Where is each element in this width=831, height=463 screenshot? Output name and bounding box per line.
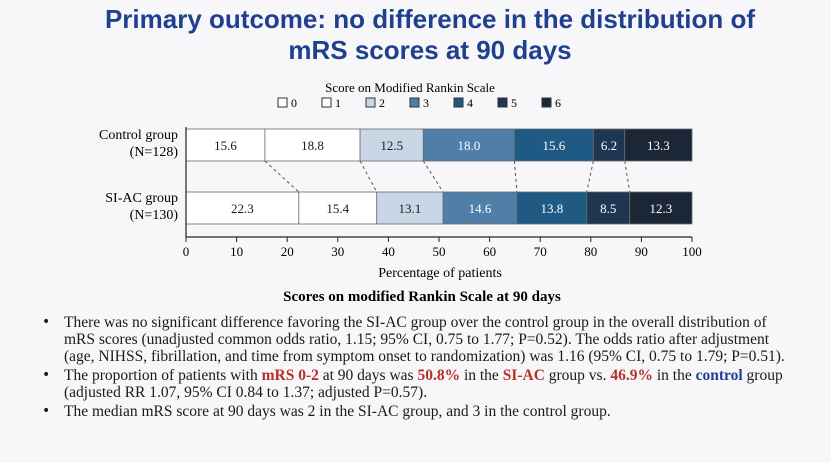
x-tick-label-10: 10 bbox=[230, 244, 243, 259]
legend-swatch-2 bbox=[365, 97, 376, 108]
x-tick-label-0: 0 bbox=[183, 244, 190, 259]
bar-label-row0-score-6: 13.3 bbox=[647, 138, 670, 153]
bar-label-row1-score-0: 22.3 bbox=[231, 201, 254, 216]
bullet-2-text-5: in the bbox=[460, 367, 503, 384]
bar-row1-score-2 bbox=[376, 191, 444, 225]
connector-0 bbox=[264, 160, 300, 193]
bullet-2-text-10: control bbox=[695, 367, 743, 384]
bar-row0-score-0 bbox=[185, 128, 266, 162]
x-tick-label-80: 80 bbox=[584, 244, 597, 259]
bullet-2-text-2: mRS 0-2 bbox=[261, 367, 319, 384]
legend-swatch-3 bbox=[409, 97, 420, 108]
legend-label-3: 3 bbox=[423, 96, 429, 110]
x-tick-label-60: 60 bbox=[483, 244, 496, 259]
x-tick-label-50: 50 bbox=[433, 244, 446, 259]
slide-title-line-2: mRS scores at 90 days bbox=[288, 35, 572, 65]
x-tick-label-40: 40 bbox=[382, 244, 395, 259]
chart-legend: Score on Modified Rankin Scale 0 1 2 3 4 5 6 bbox=[277, 80, 561, 110]
legend-label-4: 4 bbox=[467, 96, 473, 110]
bullet-2-text-3: at 90 days was bbox=[318, 367, 418, 384]
chart-title: Scores on modified Rankin Scale at 90 da… bbox=[283, 289, 561, 305]
bullet-3-text-1: The median mRS score at 90 days was 2 in… bbox=[64, 403, 611, 420]
bar-row0-score-3 bbox=[422, 128, 515, 162]
bullet-1: There was no significant difference favo… bbox=[40, 314, 800, 365]
bar-row0-score-4 bbox=[513, 128, 594, 162]
x-tick-label-20: 20 bbox=[281, 244, 294, 259]
category-label-0: Control group bbox=[99, 128, 178, 143]
chart-bars: 15.6 18.8 12.5 18.0 15.6 6.2 13.3 22.3 15.4 13.1 1… bbox=[185, 128, 693, 225]
bar-label-row1-score-6: 12.3 bbox=[650, 201, 673, 216]
bullet-2-text-1: The proportion of patients with bbox=[64, 367, 262, 384]
connector-3 bbox=[513, 160, 518, 193]
x-axis: 0 10 20 30 40 50 60 70 80 90 100 Percentage of pati… bbox=[183, 127, 702, 305]
bullet-2-text-11: group (adjusted RR 1.07, 95% CI 0.84 to … bbox=[64, 367, 783, 401]
bar-label-row1-score-2: 13.1 bbox=[399, 201, 422, 216]
bar-label-row0-score-4: 15.6 bbox=[542, 138, 565, 153]
connector-2 bbox=[422, 160, 444, 193]
bar-row1-score-6 bbox=[629, 191, 693, 225]
legend-label-1: 1 bbox=[335, 96, 341, 110]
slide-title: Primary outcome: no difference in the di… bbox=[60, 4, 800, 66]
legend-swatch-4 bbox=[453, 97, 464, 108]
legend-swatch-1 bbox=[321, 97, 332, 108]
bar-row0-score-5 bbox=[592, 128, 626, 162]
bar-row1-score-0 bbox=[185, 191, 300, 225]
bar-label-row1-score-5: 8.5 bbox=[600, 201, 616, 216]
connector-5 bbox=[624, 160, 631, 193]
bar-row1-score-3 bbox=[442, 191, 518, 225]
bar-row1-score-5 bbox=[586, 191, 631, 225]
legend-label-2: 2 bbox=[379, 96, 385, 110]
bullet-2-text-4: 50.8% bbox=[417, 367, 461, 384]
bar-row0-score-6 bbox=[624, 128, 693, 162]
x-axis-title: Percentage of patients bbox=[378, 266, 502, 281]
bar-label-row0-score-2: 12.5 bbox=[380, 138, 403, 153]
bullet-2-text-6: SI-AC bbox=[502, 367, 545, 384]
x-tick-label-100: 100 bbox=[682, 244, 702, 259]
bar-label-row1-score-3: 14.6 bbox=[469, 201, 492, 216]
category-label-1: SI-AC group bbox=[105, 191, 178, 206]
bar-label-row1-score-1: 15.4 bbox=[326, 201, 349, 216]
x-tick-label-70: 70 bbox=[534, 244, 547, 259]
bar-connectors bbox=[264, 160, 631, 193]
bullet-2-text-7: group vs. bbox=[544, 367, 611, 384]
bullet-2-text-8: 46.9% bbox=[610, 367, 653, 384]
legend-label-0: 0 bbox=[291, 96, 297, 110]
bar-label-row0-score-1: 18.8 bbox=[301, 138, 324, 153]
category-sub-1: (N=130) bbox=[130, 208, 179, 223]
bullet-2: The proportion of patients with mRS 0-2 … bbox=[40, 367, 800, 401]
bar-row1-score-1 bbox=[298, 191, 378, 225]
connector-1 bbox=[359, 160, 378, 193]
x-tick-label-30: 30 bbox=[331, 244, 344, 259]
slide-title-line-1: Primary outcome: no difference in the di… bbox=[104, 4, 756, 34]
bullet-1-text-1: There was no significant difference favo… bbox=[64, 314, 785, 365]
bullet-2-text-9: in the bbox=[652, 367, 696, 384]
bar-label-row0-score-0: 15.6 bbox=[214, 138, 237, 153]
legend-title: Score on Modified Rankin Scale bbox=[325, 80, 495, 95]
category-labels: Control group (N=128) SI-AC group (N=130) bbox=[99, 128, 178, 223]
legend-swatch-0 bbox=[277, 97, 288, 108]
legend-swatch-5 bbox=[497, 97, 508, 108]
connector-4 bbox=[586, 160, 594, 193]
category-sub-0: (N=128) bbox=[130, 145, 179, 160]
bar-row1-score-4 bbox=[516, 191, 588, 225]
bar-label-row0-score-3: 18.0 bbox=[457, 138, 480, 153]
summary-bullets: There was no significant difference favo… bbox=[40, 314, 800, 422]
legend-label-6: 6 bbox=[555, 96, 561, 110]
x-tick-label-90: 90 bbox=[635, 244, 648, 259]
bar-label-row0-score-5: 6.2 bbox=[601, 138, 617, 153]
legend-label-5: 5 bbox=[511, 96, 517, 110]
bullet-3: The median mRS score at 90 days was 2 in… bbox=[40, 403, 800, 420]
legend-swatch-6 bbox=[541, 97, 552, 108]
mrs-stacked-bar-chart: Score on Modified Rankin Scale 0 1 2 3 4 5 6 15… bbox=[99, 80, 702, 305]
bar-label-row1-score-4: 13.8 bbox=[540, 201, 563, 216]
